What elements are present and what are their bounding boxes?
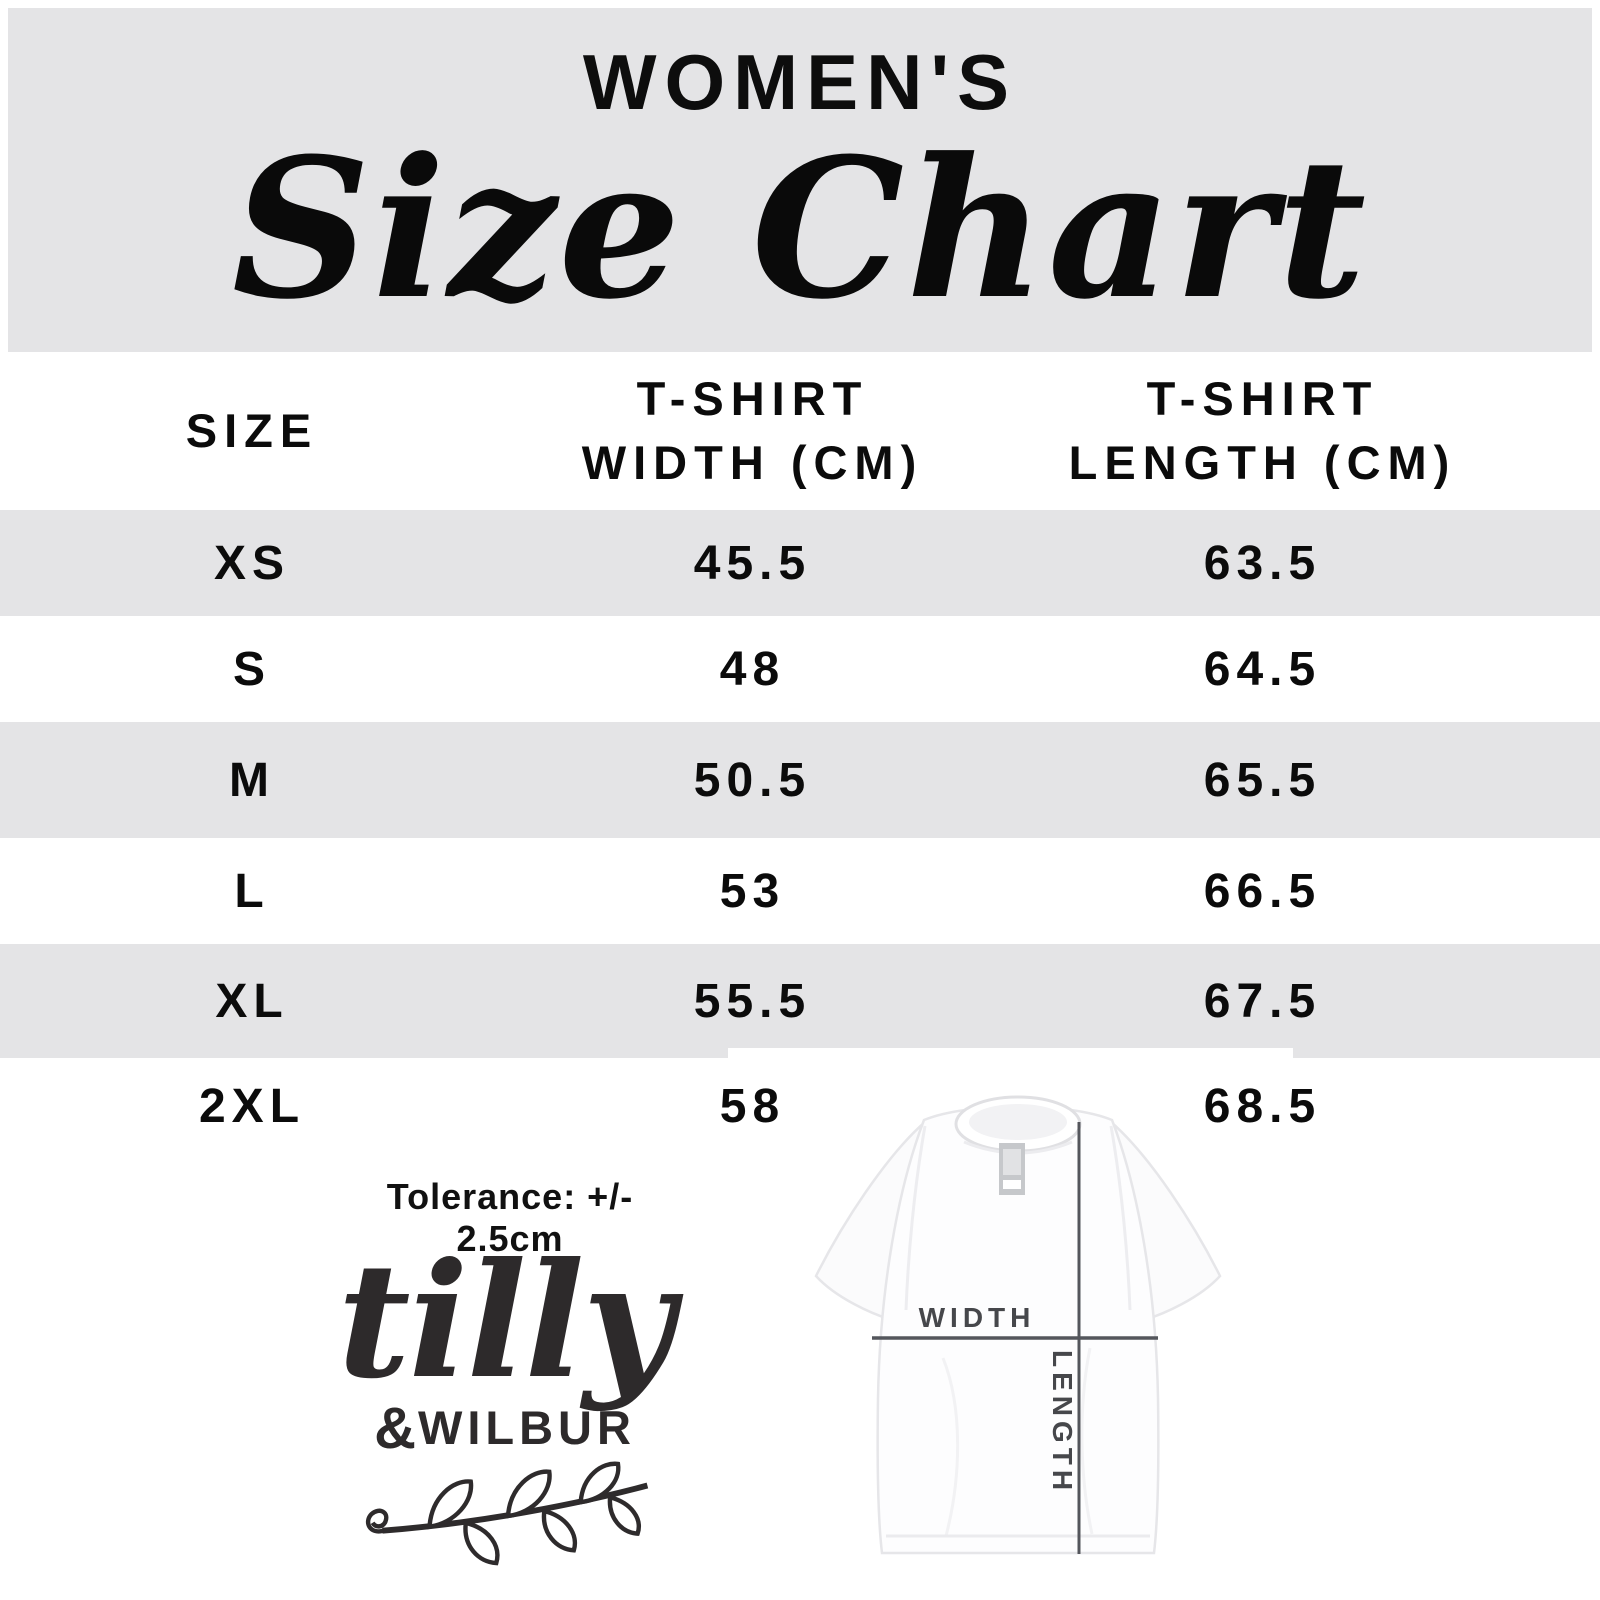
leaf [541, 1508, 578, 1553]
width-value: 53 [719, 864, 786, 918]
table-row: S 48 64.5 [0, 616, 1600, 722]
table-row: L 53 66.5 [0, 838, 1600, 944]
row-stripe [0, 722, 1600, 838]
tshirt-illustration: WIDTH LENGTH [728, 1048, 1293, 1600]
width-value: 50.5 [693, 753, 812, 807]
leaf [607, 1494, 641, 1536]
table-row: XS 45.5 63.5 [0, 510, 1600, 616]
tshirt-fold [941, 1357, 960, 1537]
column-header-length: T-SHIRT LENGTH (CM) [1030, 352, 1495, 510]
branch-curl [365, 1508, 389, 1534]
size-value: XS [213, 536, 291, 590]
length-value: 67.5 [1203, 974, 1322, 1028]
width-value: 45.5 [693, 536, 812, 590]
ampersand: & [374, 1396, 418, 1461]
brand-name-script: tilly [337, 1229, 675, 1414]
leaf [578, 1461, 621, 1505]
leaf [427, 1479, 474, 1530]
size-value: XL [215, 974, 289, 1028]
width-value: 48 [719, 642, 786, 696]
tshirt-neck-opening [969, 1104, 1067, 1140]
length-value: 65.5 [1203, 753, 1322, 807]
tshirt-fold [1080, 1347, 1094, 1535]
column-header-width-line2: WIDTH (CM) [581, 436, 924, 489]
width-measure-label: WIDTH [919, 1302, 1036, 1333]
column-header-length-line2: LENGTH (CM) [1068, 436, 1457, 489]
header-band: WOMEN'S Size Chart [8, 8, 1592, 352]
leaf [505, 1469, 552, 1519]
tshirt-body [876, 1105, 1160, 1555]
leaf-branch-icon [365, 1461, 649, 1566]
tolerance-note: Tolerance: +/- 2.5cm [386, 1176, 634, 1259]
row-stripe [0, 944, 1600, 1058]
tshirt-left-seam [904, 1125, 927, 1311]
tshirt-neck-label-stripe [1003, 1180, 1021, 1189]
size-value: 2XL [198, 1079, 306, 1133]
length-measure-label: LENGTH [1047, 1350, 1078, 1495]
table-row: 2XL 58 68.5 [0, 1058, 1600, 1154]
column-header-width: T-SHIRT WIDTH (CM) [530, 352, 975, 510]
table-row: XL 55.5 67.5 [0, 944, 1600, 1058]
leaf [463, 1520, 500, 1566]
tshirt-neck-label-inner [1003, 1149, 1021, 1175]
length-value: 63.5 [1203, 536, 1322, 590]
column-header-length-line1: T-SHIRT [1146, 372, 1379, 425]
brand-logo: tilly &WILBUR [320, 1229, 690, 1458]
column-header-size: SIZE [92, 352, 412, 510]
width-value: 58 [719, 1079, 786, 1133]
brand-name-secondary: &WILBUR [320, 1400, 690, 1458]
length-value: 68.5 [1203, 1079, 1322, 1133]
size-value: L [234, 864, 270, 918]
header-kicker: WOMEN'S [582, 38, 1018, 126]
table-row: M 50.5 65.5 [0, 722, 1600, 838]
column-header-size-label: SIZE [185, 404, 319, 457]
tshirt-right-seam [1109, 1125, 1132, 1311]
length-value: 66.5 [1203, 864, 1322, 918]
page-title: Size Chart [231, 117, 1369, 342]
brand-second-word: WILBUR [417, 1401, 636, 1454]
size-value: S [232, 642, 271, 696]
row-stripe [0, 510, 1600, 616]
length-value: 64.5 [1203, 642, 1322, 696]
column-header-width-line1: T-SHIRT [636, 372, 869, 425]
tshirt-graphic: WIDTH LENGTH [814, 1095, 1222, 1555]
size-value: M [229, 753, 275, 807]
width-value: 55.5 [693, 974, 812, 1028]
